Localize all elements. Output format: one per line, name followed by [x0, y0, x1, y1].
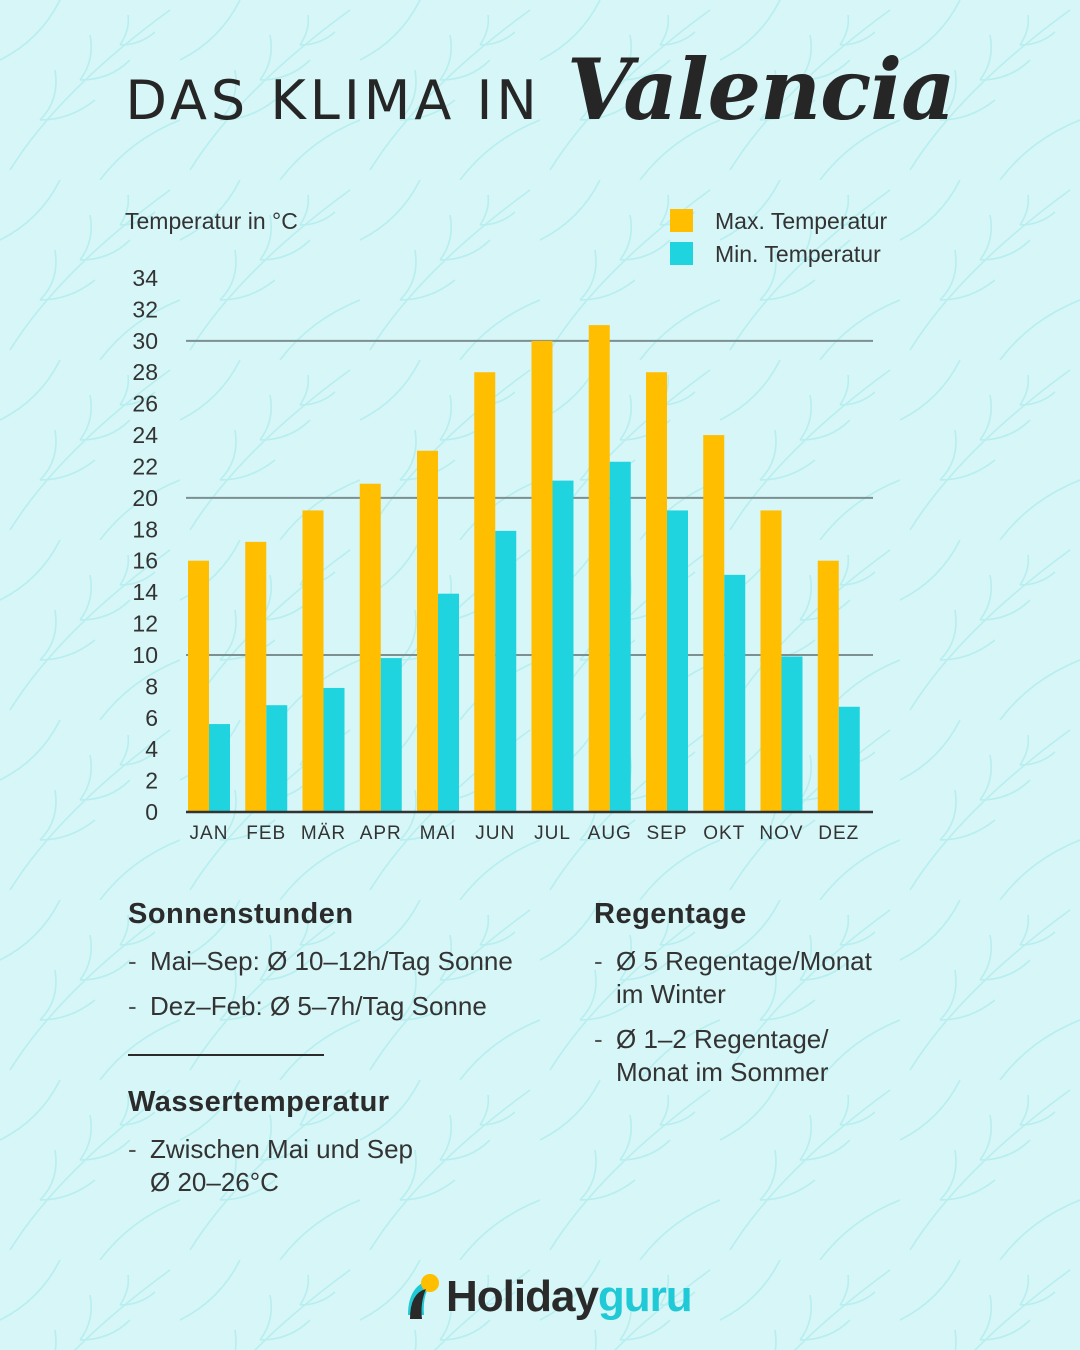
x-tick-label: MÄR: [301, 823, 346, 844]
y-tick-label: 8: [145, 673, 158, 699]
bar-min-apr: [380, 658, 402, 812]
bar-max-aug: [588, 325, 610, 812]
y-tick-label: 20: [132, 485, 158, 511]
title-script: Valencia: [566, 40, 956, 139]
rain-title: Regentage: [594, 898, 747, 930]
logo-text-holiday: Holiday: [446, 1272, 599, 1321]
section-sunshine: Sonnenstunden Mai–Sep: Ø 10–12h/Tag Sonn…: [128, 898, 568, 1035]
bar-min-mär: [323, 687, 345, 812]
list-item: Dez–Feb: Ø 5–7h/Tag Sonne: [128, 990, 568, 1023]
legend-swatch: [670, 209, 693, 232]
bar-min-jun: [495, 530, 517, 812]
list-item: Zwischen Mai und Sep Ø 20–26°C: [128, 1133, 568, 1199]
bar-max-apr: [359, 483, 381, 812]
bar-max-jul: [531, 340, 553, 812]
water-list: Zwischen Mai und Sep Ø 20–26°C: [128, 1133, 568, 1199]
y-tick-label: 10: [132, 642, 158, 668]
x-tick-label: FEB: [246, 823, 286, 844]
sunshine-list: Mai–Sep: Ø 10–12h/Tag Sonne Dez–Feb: Ø 5…: [128, 945, 568, 1023]
list-item: Ø 1–2 Regentage/ Monat im Sommer: [594, 1023, 934, 1089]
x-tick-label: JUL: [534, 823, 571, 844]
bar-min-aug: [609, 461, 631, 812]
bar-min-jan: [209, 724, 230, 812]
y-tick-label: 28: [132, 359, 158, 385]
y-tick-label: 30: [132, 328, 158, 354]
x-tick-label: NOV: [759, 823, 803, 844]
bar-min-dez: [838, 706, 860, 812]
bar-min-jul: [552, 480, 574, 812]
rain-list: Ø 5 Regentage/Monat im Winter Ø 1–2 Rege…: [594, 945, 934, 1089]
temperature-bar-chart: Temperatur in °C Max. Temperatur Min. Tem…: [125, 208, 887, 844]
bar-min-okt: [724, 574, 746, 812]
y-tick-label: 18: [132, 516, 158, 542]
bar-max-mai: [417, 450, 438, 812]
x-tick-label: AUG: [588, 823, 632, 844]
section-divider: [128, 1054, 324, 1056]
bar-max-sep: [646, 372, 667, 812]
page-title: DAS KLIMA IN Valencia: [0, 40, 1080, 150]
bar-max-jan: [188, 560, 209, 812]
bar-max-mär: [302, 510, 324, 812]
bar-min-nov: [781, 656, 803, 812]
bar-min-sep: [667, 510, 688, 812]
y-tick-label: 34: [132, 265, 158, 291]
bar-min-feb: [266, 705, 288, 812]
legend-swatch: [670, 242, 693, 265]
bar-max-feb: [245, 541, 267, 812]
bar-max-jun: [474, 372, 496, 812]
y-tick-label: 22: [132, 453, 158, 479]
section-water-temperature: Wassertemperatur Zwischen Mai und Sep Ø …: [128, 1086, 568, 1211]
sun-over-hill-logo-icon: [408, 1274, 439, 1319]
x-tick-label: SEP: [646, 823, 687, 844]
legend-label: Min. Temperatur: [715, 241, 881, 267]
list-item: Mai–Sep: Ø 10–12h/Tag Sonne: [128, 945, 568, 978]
x-tick-label: JAN: [190, 823, 229, 844]
legend-label: Max. Temperatur: [715, 208, 887, 234]
x-tick-label: JUN: [475, 823, 515, 844]
gridlines: [186, 339, 873, 656]
x-tick-label: DEZ: [818, 823, 859, 844]
x-tick-label: OKT: [703, 823, 745, 844]
y-tick-label: 16: [132, 548, 158, 574]
y-tick-label: 4: [145, 736, 158, 762]
bar-max-nov: [760, 510, 782, 812]
bars: [188, 325, 860, 812]
y-tick-label: 12: [132, 611, 158, 637]
y-tick-label: 26: [132, 391, 158, 417]
legend: Max. Temperatur Min. Temperatur: [670, 208, 887, 267]
bar-min-mai: [438, 593, 459, 812]
y-tick-label: 14: [132, 579, 158, 605]
list-item: Ø 5 Regentage/Monat im Winter: [594, 945, 934, 1011]
x-tick-label: APR: [360, 823, 402, 844]
y-tick-label: 32: [132, 296, 158, 322]
y-axis-label: Temperatur in °C: [125, 208, 298, 234]
logo-text-guru: guru: [597, 1272, 693, 1321]
y-tick-label: 0: [145, 799, 158, 825]
title-main: DAS KLIMA IN: [125, 69, 541, 132]
bar-max-okt: [703, 435, 725, 812]
holidayguru-logo: Holiday guru: [404, 1262, 704, 1332]
sunshine-title: Sonnenstunden: [128, 898, 354, 930]
y-tick-label: 24: [132, 422, 158, 448]
x-tick-labels: JAN FEB MÄR APR MAI JUN JUL AUG SEP OKT NOV DEZ: [190, 823, 859, 844]
y-tick-label: 2: [145, 768, 158, 794]
section-rain-days: Regentage Ø 5 Regentage/Monat im Winter …: [594, 898, 934, 1101]
bar-max-dez: [817, 560, 839, 812]
y-tick-label: 6: [145, 705, 158, 731]
water-title: Wassertemperatur: [128, 1086, 390, 1118]
x-tick-label: MAI: [420, 823, 457, 844]
